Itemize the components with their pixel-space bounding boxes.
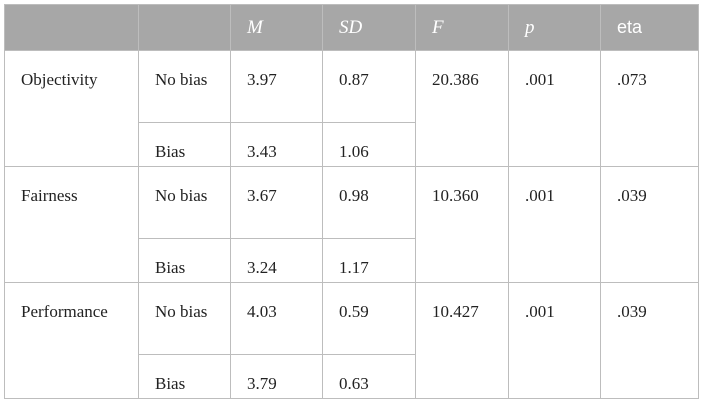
header-eta: eta — [600, 4, 699, 51]
mean-cell: 4.03 — [230, 282, 323, 355]
sd-cell: 0.59 — [322, 282, 416, 355]
measure-label: Fairness — [4, 166, 139, 283]
group-label: Bias — [138, 122, 231, 167]
sd-cell: 1.06 — [322, 122, 416, 167]
measure-label: Objectivity — [4, 50, 139, 167]
mean-cell: 3.43 — [230, 122, 323, 167]
header-row: M SD F p eta — [4, 4, 699, 51]
header-group — [138, 4, 231, 51]
mean-cell: 3.97 — [230, 50, 323, 123]
sd-cell: 1.17 — [322, 238, 416, 283]
header-p: p — [508, 4, 601, 51]
header-mean: M — [230, 4, 323, 51]
f-cell: 10.360 — [415, 166, 509, 283]
p-cell: .001 — [508, 282, 601, 399]
sd-cell: 0.87 — [322, 50, 416, 123]
table-row: Bias 3.79 0.63 — [5, 354, 699, 399]
measure-label: Performance — [4, 282, 139, 399]
group-label: No bias — [138, 282, 231, 355]
table-row: Bias 3.43 1.06 — [5, 122, 699, 167]
f-cell: 10.427 — [415, 282, 509, 399]
sd-cell: 0.63 — [322, 354, 416, 399]
group-label: Bias — [138, 238, 231, 283]
mean-cell: 3.79 — [230, 354, 323, 399]
header-sd: SD — [322, 4, 416, 51]
p-cell: .001 — [508, 166, 601, 283]
sd-cell: 0.98 — [322, 166, 416, 239]
table-row: Fairness No bias 3.67 0.98 10.360 .001 .… — [4, 166, 699, 283]
table-row: Bias 3.24 1.17 — [5, 238, 699, 283]
eta-cell: .039 — [600, 166, 699, 283]
f-cell: 20.386 — [415, 50, 509, 167]
table-row: Objectivity No bias 3.97 0.87 20.386 .00… — [4, 50, 699, 167]
eta-cell: .039 — [600, 282, 699, 399]
table-row: Performance No bias 4.03 0.59 10.427 .00… — [4, 282, 699, 399]
p-cell: .001 — [508, 50, 601, 167]
statistics-table: M SD F p eta Objectivity No bias 3.97 0.… — [4, 4, 699, 399]
eta-cell: .073 — [600, 50, 699, 167]
mean-cell: 3.67 — [230, 166, 323, 239]
group-label: No bias — [138, 50, 231, 123]
header-measure — [4, 4, 139, 51]
mean-cell: 3.24 — [230, 238, 323, 283]
header-f: F — [415, 4, 509, 51]
group-label: Bias — [138, 354, 231, 399]
group-label: No bias — [138, 166, 231, 239]
